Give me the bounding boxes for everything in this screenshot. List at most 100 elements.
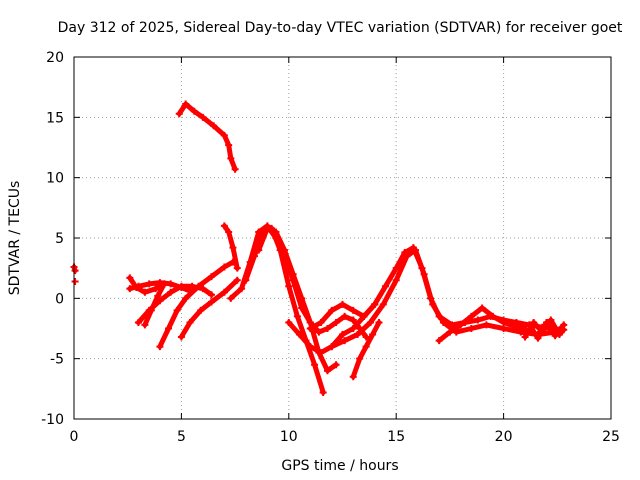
data-point (126, 285, 134, 293)
data-point (250, 252, 258, 260)
data-point (319, 388, 327, 396)
series-s3 (126, 274, 168, 296)
data-point (207, 273, 215, 281)
x-tick-label: 15 (387, 429, 405, 445)
data-point (317, 349, 325, 357)
data-point (439, 318, 447, 326)
y-tick-label: 15 (46, 110, 64, 126)
series-trace (221, 223, 240, 271)
data-point (156, 343, 164, 351)
x-tick-label: 10 (280, 429, 298, 445)
data-point (182, 100, 190, 108)
series-trace (256, 225, 339, 374)
data-point (332, 361, 340, 369)
grid-layer (74, 57, 611, 419)
data-point (349, 373, 357, 381)
data-point (190, 107, 198, 115)
y-tick-label: 20 (46, 50, 64, 66)
y-tick-label: 0 (55, 291, 64, 307)
x-tick-label: 5 (177, 429, 186, 445)
data-point (154, 292, 162, 300)
data-point (272, 228, 280, 236)
data-point (177, 333, 185, 341)
data-point (229, 244, 237, 252)
data-point (375, 318, 383, 326)
y-tick-label: -10 (41, 412, 64, 428)
data-point (306, 318, 314, 326)
data-point (175, 110, 183, 118)
data-point (311, 361, 319, 369)
data-point (220, 288, 228, 296)
data-point (147, 306, 155, 314)
data-point (328, 343, 336, 351)
data-point (349, 316, 357, 324)
data-point (132, 283, 140, 291)
series-s15 (349, 318, 383, 381)
data-point (165, 325, 173, 332)
data-point (141, 288, 149, 296)
data-point (412, 246, 420, 254)
data-point (392, 264, 400, 272)
x-axis-label: GPS time / hours (281, 458, 398, 474)
data-point (354, 331, 362, 339)
data-point (482, 321, 490, 329)
data-point (315, 328, 323, 336)
data-point (323, 367, 331, 375)
data-point (195, 282, 203, 290)
series-s5 (141, 280, 168, 329)
series-s16 (435, 304, 529, 345)
data-point (177, 282, 185, 290)
data-point (296, 331, 304, 339)
data-point (392, 276, 400, 284)
data-point (233, 264, 241, 272)
data-point (530, 318, 538, 326)
data-point (547, 316, 555, 324)
data-point (500, 318, 508, 326)
data-point (233, 276, 241, 284)
data-point (489, 312, 497, 320)
data-point (360, 312, 368, 320)
data-point (141, 321, 149, 329)
data-point (381, 282, 389, 290)
data-point (182, 294, 190, 302)
data-point (186, 318, 194, 326)
data-point (339, 331, 346, 339)
data-point (220, 263, 228, 271)
series-s1 (175, 100, 239, 173)
data-point (349, 306, 357, 314)
series-s11 (255, 224, 340, 375)
data-point (220, 222, 228, 230)
series-s7 (177, 276, 241, 341)
data-point (306, 343, 314, 351)
data-point (525, 321, 533, 329)
data-point (126, 274, 134, 282)
data-point (467, 325, 475, 332)
series-trace (142, 281, 167, 328)
data-point (467, 312, 475, 320)
series-trace (176, 101, 238, 172)
data-point (167, 288, 175, 296)
data-point (207, 298, 215, 306)
data-point (474, 316, 482, 324)
y-tick-label: 10 (46, 171, 64, 187)
data-point (199, 285, 207, 293)
data-point (560, 321, 568, 329)
x-tick-label: 0 (70, 429, 79, 445)
y-tick-label: -5 (50, 352, 64, 368)
data-point (197, 306, 205, 314)
data-point (332, 318, 340, 326)
data-point (160, 280, 168, 288)
series-s18 (525, 318, 568, 342)
data-point (543, 318, 551, 326)
y-tick-label: 5 (55, 231, 64, 247)
data-point (227, 154, 235, 162)
y-axis-label: SDTVAR / TECUs (7, 181, 23, 296)
data-point (349, 325, 357, 332)
series-pt-b (71, 277, 79, 285)
data-point (207, 291, 215, 299)
data-point (289, 270, 297, 278)
data-point (339, 300, 346, 308)
data-point (225, 228, 233, 236)
data-point (188, 282, 196, 290)
